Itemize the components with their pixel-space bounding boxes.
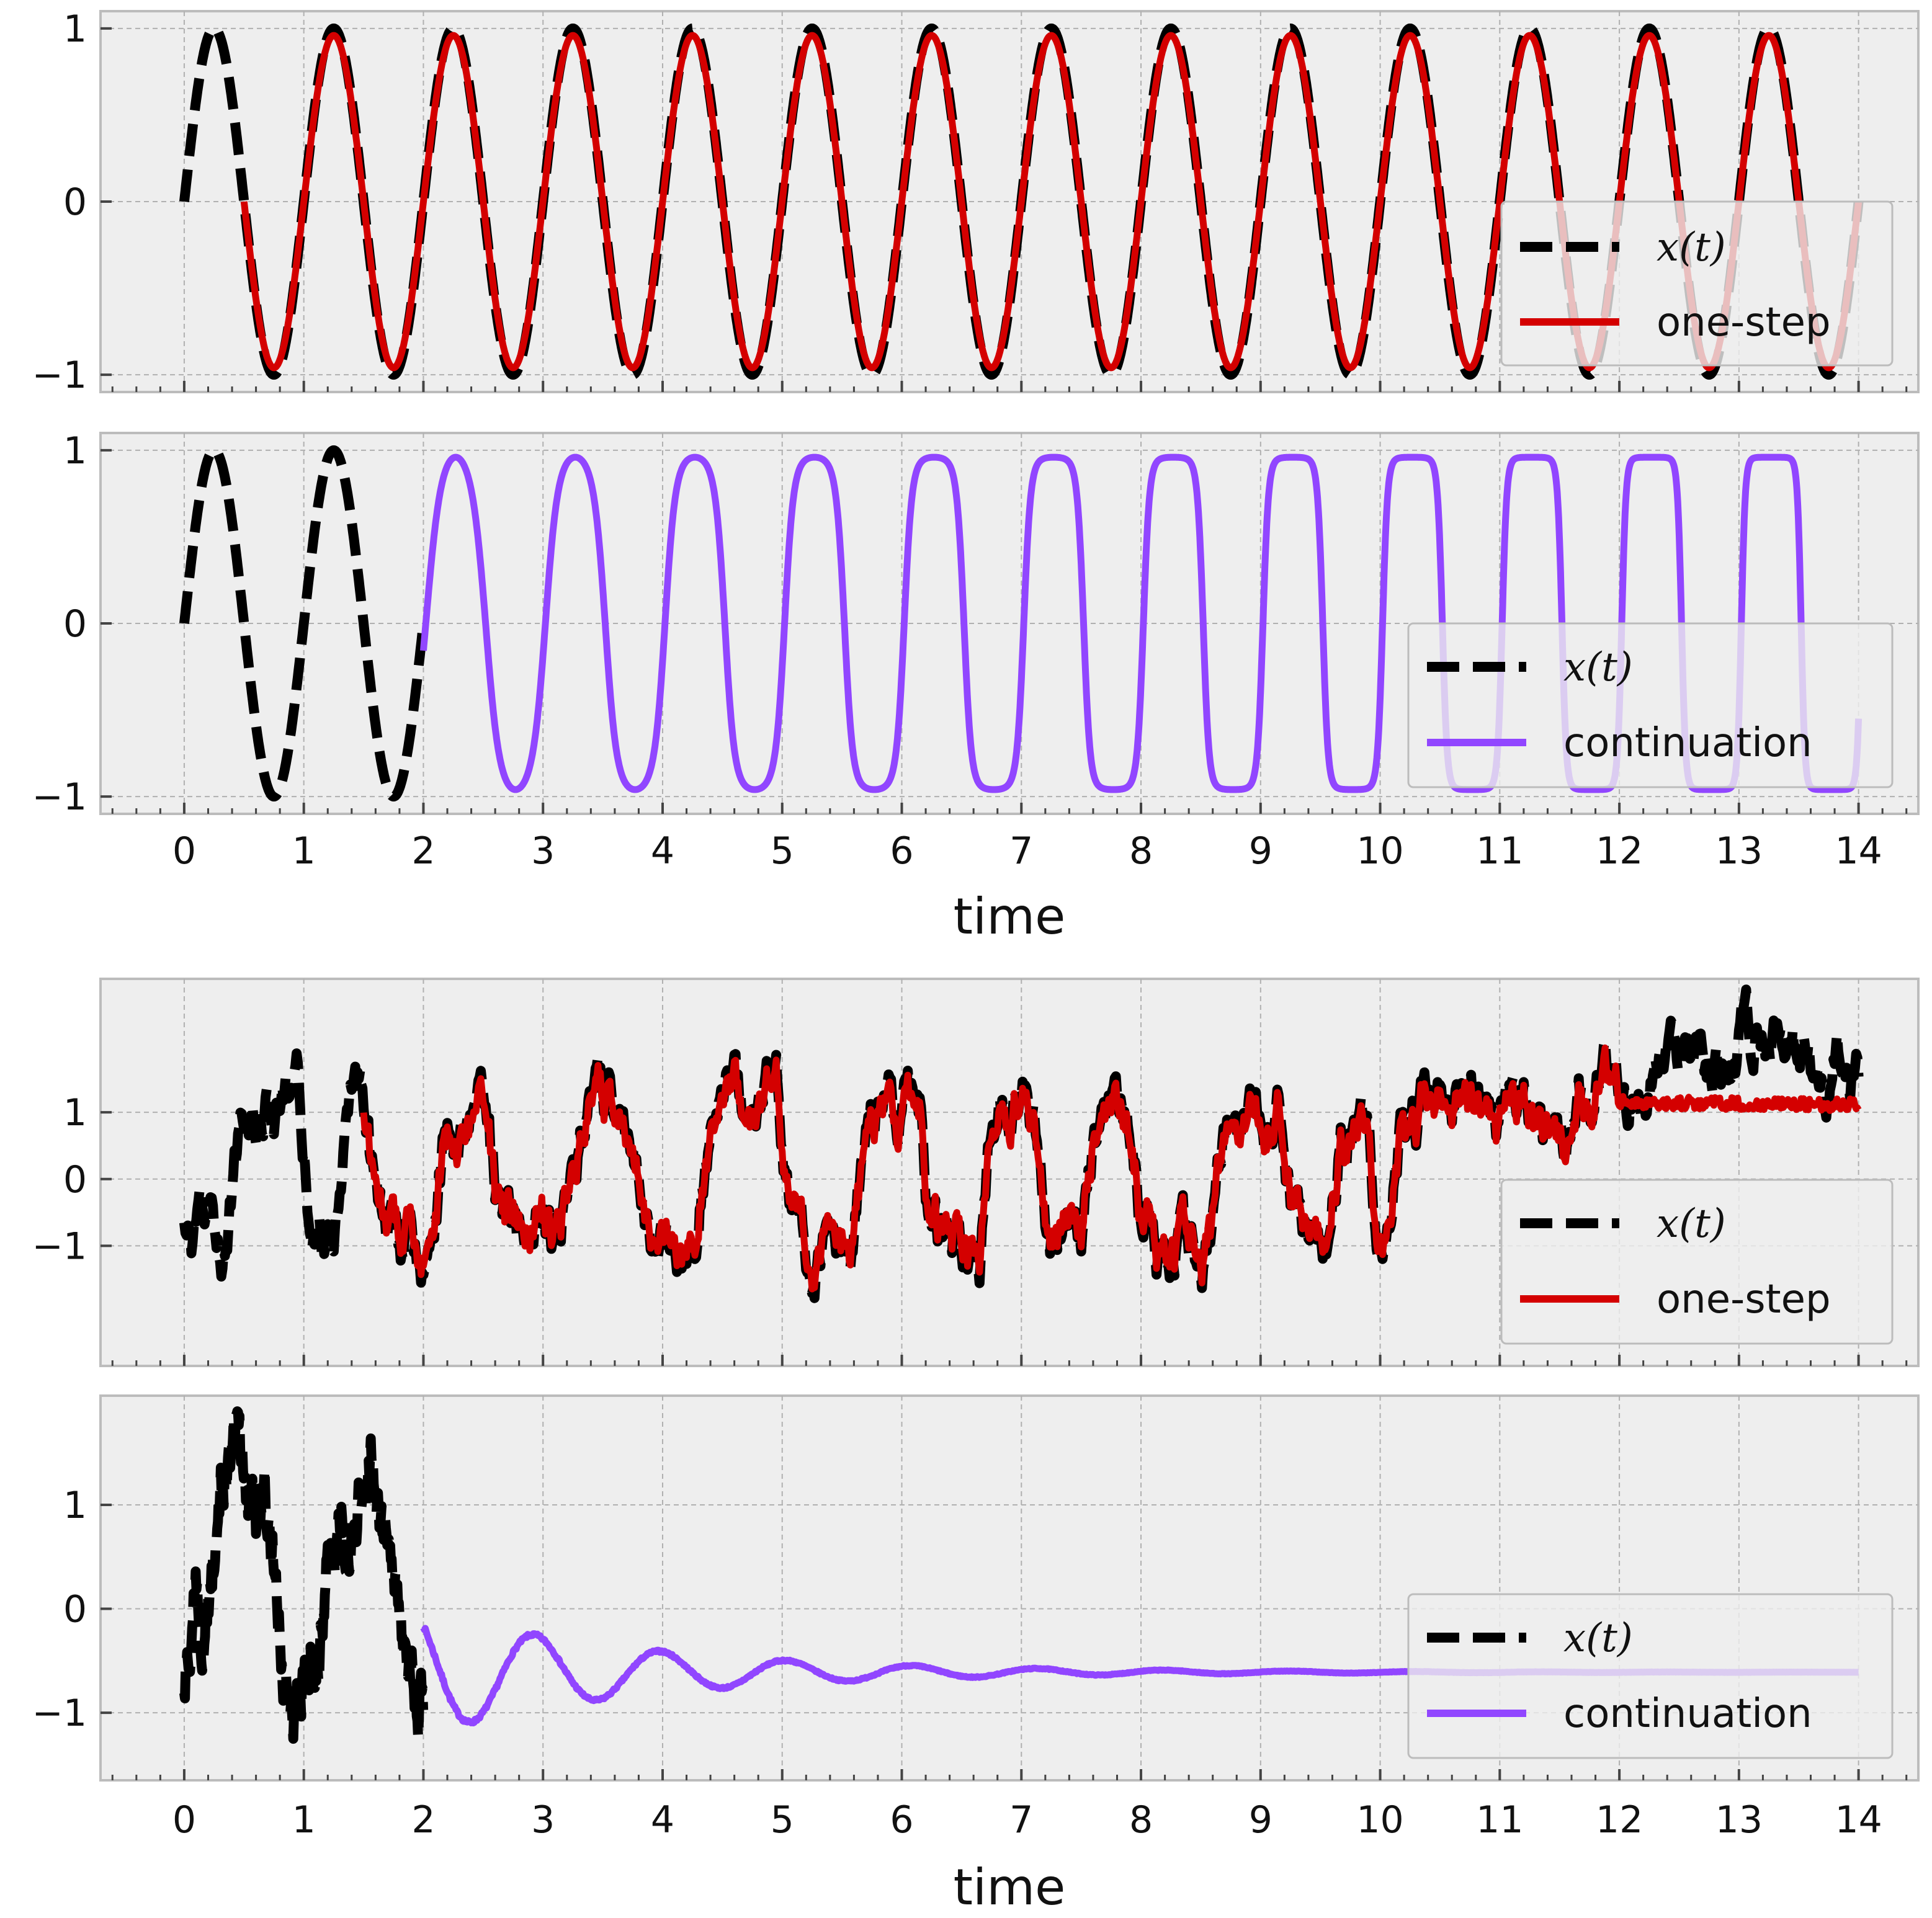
x-tick-label: 9 [1249, 829, 1272, 873]
x-tick-label: 14 [1835, 1798, 1882, 1842]
y-tick-label: −1 [32, 1692, 87, 1735]
x-tick-label: 6 [890, 829, 913, 873]
legend: x(t) one-step [1500, 1179, 1894, 1345]
x-tick-label: 9 [1249, 1798, 1272, 1842]
panel-4-continuation-noisy: 10−1 x(t) continuation 0 1 2 3 4 5 6 7 8 9 10 11 12 1… [32, 1394, 1920, 1916]
x-tick-label: 5 [771, 829, 794, 873]
x-tick-label: 0 [172, 1798, 196, 1842]
x-tick-label: 11 [1476, 1798, 1523, 1842]
x-tick-label: 6 [890, 1798, 913, 1842]
x-tick-label: 11 [1476, 829, 1523, 873]
legend-box [1407, 622, 1894, 788]
legend-label-x-t: x(t) [1563, 645, 1633, 690]
x-tick-label: 8 [1129, 1798, 1153, 1842]
legend-label-continuation: continuation [1563, 720, 1812, 766]
x-tick-label: 4 [651, 829, 674, 873]
x-tick-label: 13 [1715, 829, 1763, 873]
legend-label-x-t: x(t) [1563, 1615, 1633, 1661]
y-tick-labels: 1 0 −1 [32, 7, 87, 397]
x-tick-label: 0 [172, 829, 196, 873]
y-tick-label: −1 [32, 354, 87, 397]
y-tick-label: 1 [63, 1484, 87, 1527]
x-tick-label: 13 [1715, 1798, 1763, 1842]
legend-label-one-step: one-step [1657, 300, 1831, 346]
y-tick-labels: 1 0 −1 [32, 1484, 87, 1735]
y-tick-label: 1 [63, 1091, 87, 1135]
ticks [101, 1503, 1908, 1780]
ticks [101, 1111, 1908, 1366]
x-tick-label: 7 [1009, 829, 1033, 873]
x-tick-label: 10 [1356, 829, 1403, 873]
panel-2-continuation-sine: 10−1 x(t) continuation 0 1 2 3 4 5 6 7 8 9 10 11 12 1… [32, 429, 1920, 945]
panel-1-one-step-sine: 1 0 −1 x(t) one-step [32, 7, 1920, 397]
legend-label-x-t: x(t) [1657, 1201, 1726, 1247]
y-tick-labels: 1 0 −1 [32, 429, 87, 819]
series-line-one-step [360, 1044, 1862, 1293]
y-tick-label: 1 [63, 429, 87, 473]
y-tick-label: 1 [63, 7, 87, 51]
legend: x(t) continuation [1407, 622, 1894, 788]
x-tick-labels: 0 1 2 3 4 5 6 7 8 9 10 11 12 13 14 [172, 829, 1882, 873]
y-tick-label: 0 [63, 1588, 87, 1631]
legend-label-x-t: x(t) [1657, 225, 1726, 270]
x-tick-label: 12 [1596, 829, 1643, 873]
x-tick-label: 7 [1009, 1798, 1033, 1842]
x-tick-label: 12 [1596, 1798, 1643, 1842]
ticks [101, 448, 1908, 814]
x-tick-label: 3 [531, 829, 555, 873]
x-tick-label: 8 [1129, 829, 1153, 873]
panel-3-one-step-noisy: 1 0 −1 x(t) one-step [32, 978, 1920, 1367]
y-tick-label: 0 [63, 1158, 87, 1202]
x-tick-labels: 0 1 2 3 4 5 6 7 8 9 10 11 12 13 14 [172, 1798, 1882, 1842]
legend-label-continuation: continuation [1563, 1691, 1812, 1737]
series-line-one-step [240, 32, 1863, 372]
series [179, 984, 1864, 1303]
x-tick-label: 14 [1835, 829, 1882, 873]
x-tick-label: 2 [411, 1798, 435, 1842]
series-line-x-t [179, 445, 429, 802]
legend: x(t) continuation [1407, 1593, 1894, 1759]
legend: x(t) one-step [1500, 200, 1894, 367]
x-tick-label: 10 [1356, 1798, 1403, 1842]
x-axis-title: time [954, 1858, 1066, 1916]
series-line-x-t [179, 1406, 429, 1744]
x-tick-label: 1 [292, 1798, 316, 1842]
y-tick-label: −1 [32, 1224, 87, 1268]
legend-label-one-step: one-step [1657, 1277, 1831, 1323]
y-tick-label: 0 [63, 602, 87, 646]
y-tick-label: 0 [63, 181, 87, 224]
legend-box [1407, 1593, 1894, 1759]
x-tick-label: 4 [651, 1798, 674, 1842]
x-tick-label: 5 [771, 1798, 794, 1842]
y-tick-label: −1 [32, 775, 87, 819]
x-axis-title: time [954, 888, 1066, 945]
ticks [101, 27, 1908, 392]
y-tick-labels: 1 0 −1 [32, 1091, 87, 1268]
x-tick-label: 3 [531, 1798, 555, 1842]
x-tick-label: 1 [292, 829, 316, 873]
x-tick-label: 2 [411, 829, 435, 873]
